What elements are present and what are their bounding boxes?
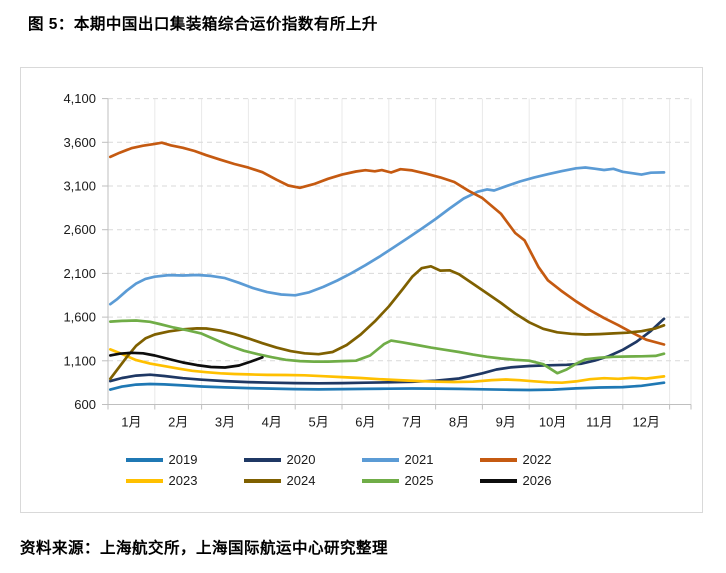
legend-swatch-2021	[361, 457, 399, 462]
legend-label-2026: 2026	[522, 473, 552, 488]
x-tick-label: 10月	[539, 415, 566, 430]
y-tick-label: 1,100	[63, 353, 96, 368]
legend-swatch-2019	[125, 457, 163, 462]
y-tick-label: 2,100	[63, 266, 96, 281]
legend-label-2021: 2021	[404, 452, 434, 467]
chart-svg: 600 1,100 1,600 2,100 2,600 3,100 3,600 4,100 1月…	[63, 91, 692, 430]
legend-swatch-2023	[125, 478, 163, 483]
series-line-2022	[108, 141, 666, 346]
x-tick-label: 1月	[121, 415, 141, 430]
y-tick-label: 1,600	[63, 310, 96, 325]
legend-swatch-2026	[479, 478, 517, 483]
series-line-2026	[108, 351, 264, 369]
x-tick-label: 3月	[215, 415, 235, 430]
x-tick-label: 4月	[262, 415, 282, 430]
y-tick-label: 3,600	[63, 135, 96, 150]
legend-row: 2019 2020 2021 2022	[125, 452, 598, 467]
legend-swatch-2022	[479, 457, 517, 462]
legend-row: 2023 2024 2025 2026	[125, 473, 598, 488]
legend-swatch-2024	[243, 478, 281, 483]
y-tick-label: 4,100	[63, 91, 96, 106]
axes	[102, 98, 692, 410]
y-tick-label: 3,100	[63, 179, 96, 194]
legend-item-2021: 2021	[361, 452, 480, 467]
legend-label-2019: 2019	[168, 452, 198, 467]
series-line-2025	[108, 319, 666, 375]
y-axis-labels: 600 1,100 1,600 2,100 2,600 3,100 3,600 4,100	[63, 91, 96, 412]
legend-item-2022: 2022	[479, 452, 598, 467]
x-tick-label: 8月	[449, 415, 469, 430]
y-tick-label: 600	[74, 397, 96, 412]
legend-label-2022: 2022	[522, 452, 552, 467]
x-tick-label: 12月	[632, 415, 659, 430]
x-tick-label: 11月	[586, 415, 613, 430]
series-line-2019	[108, 381, 666, 392]
chart-legend: 2019 2020 2021 2022 2023 2024 2025 2026	[21, 452, 702, 488]
legend-label-2025: 2025	[404, 473, 434, 488]
source-note: 资料来源：上海航交所，上海国际航运中心研究整理	[20, 540, 389, 557]
series-line-2023	[108, 348, 666, 385]
x-tick-label: 2月	[168, 415, 188, 430]
chart-frame: 600 1,100 1,600 2,100 2,600 3,100 3,600 4,100 1月…	[20, 67, 703, 513]
legend-item-2020: 2020	[243, 452, 362, 467]
legend-label-2024: 2024	[286, 473, 316, 488]
legend-label-2020: 2020	[286, 452, 316, 467]
y-tick-label: 2,600	[63, 222, 96, 237]
horizontal-gridlines	[108, 98, 691, 362]
legend-item-2024: 2024	[243, 473, 362, 488]
legend-item-2019: 2019	[125, 452, 244, 467]
legend-label-2023: 2023	[168, 473, 198, 488]
legend-swatch-2025	[361, 478, 399, 483]
x-axis-labels: 1月 2月 3月 4月 5月 6月 7月 8月 9月 10月 11月 12月	[121, 415, 660, 430]
legend-item-2023: 2023	[125, 473, 244, 488]
series-lines	[108, 141, 666, 392]
x-tick-label: 5月	[308, 415, 328, 430]
legend-swatch-2020	[243, 457, 281, 462]
vertical-gridlines	[154, 98, 692, 405]
x-tick-label: 9月	[496, 415, 516, 430]
legend-item-2026: 2026	[479, 473, 598, 488]
legend-item-2025: 2025	[361, 473, 480, 488]
page-title: 图 5：本期中国出口集装箱综合运价指数有所上升	[28, 16, 378, 33]
x-tick-label: 6月	[355, 415, 375, 430]
x-tick-label: 7月	[402, 415, 422, 430]
series-line-2021	[108, 166, 666, 306]
